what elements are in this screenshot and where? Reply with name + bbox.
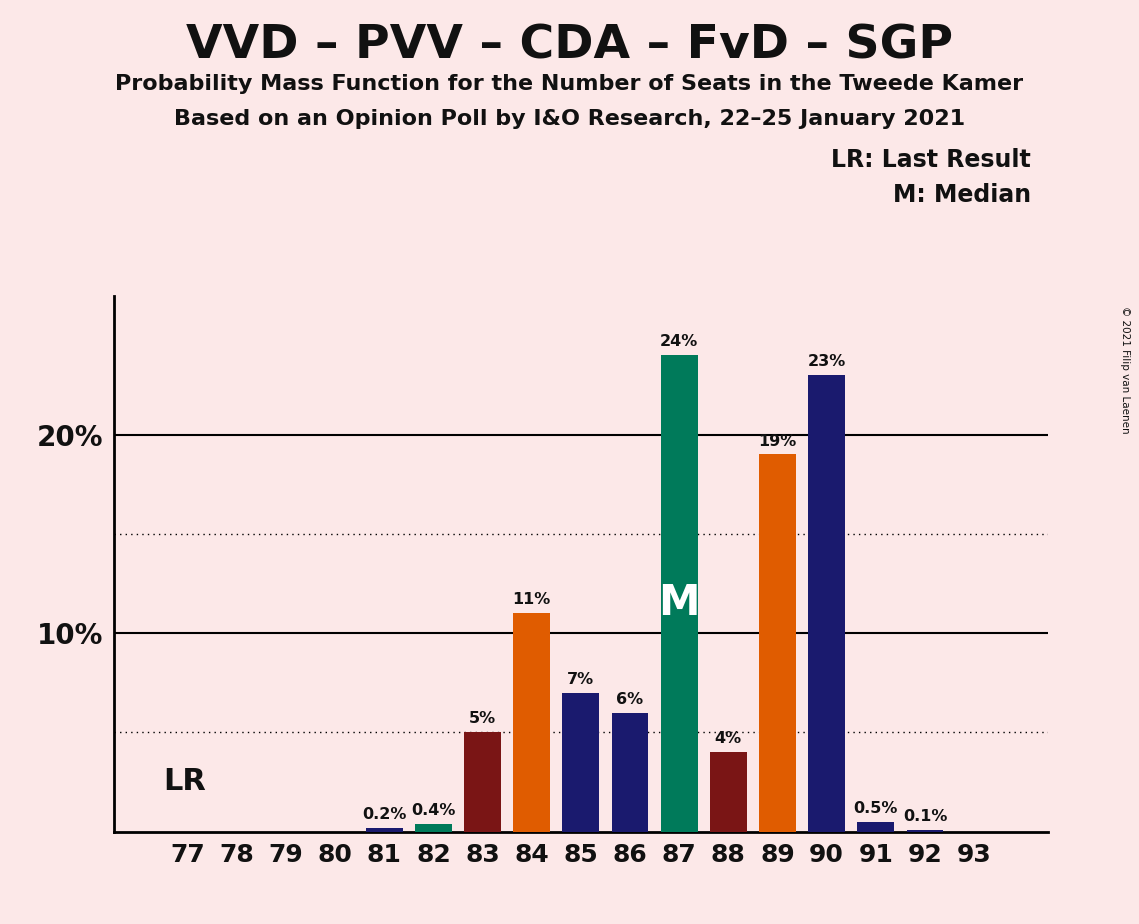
Text: VVD – PVV – CDA – FvD – SGP: VVD – PVV – CDA – FvD – SGP xyxy=(186,23,953,68)
Bar xyxy=(415,823,452,832)
Bar xyxy=(907,830,943,832)
Text: LR: Last Result: LR: Last Result xyxy=(831,148,1031,172)
Text: LR: LR xyxy=(163,767,206,796)
Text: 11%: 11% xyxy=(513,592,551,607)
Text: 0.1%: 0.1% xyxy=(903,808,948,823)
Text: 24%: 24% xyxy=(661,334,698,349)
Text: 0.4%: 0.4% xyxy=(411,803,456,818)
Text: M: M xyxy=(658,582,700,624)
Text: 5%: 5% xyxy=(469,711,497,726)
Text: Based on an Opinion Poll by I&O Research, 22–25 January 2021: Based on an Opinion Poll by I&O Research… xyxy=(174,109,965,129)
Bar xyxy=(809,375,845,832)
Text: 0.2%: 0.2% xyxy=(362,807,407,821)
Bar xyxy=(858,821,894,832)
Bar xyxy=(612,712,648,832)
Bar xyxy=(366,828,403,832)
Text: 4%: 4% xyxy=(715,731,741,747)
Bar xyxy=(563,693,599,832)
Bar xyxy=(514,614,550,832)
Bar xyxy=(710,752,747,832)
Text: © 2021 Filip van Laenen: © 2021 Filip van Laenen xyxy=(1120,306,1130,433)
Text: 19%: 19% xyxy=(759,433,796,448)
Bar xyxy=(661,355,697,832)
Text: 7%: 7% xyxy=(567,672,595,687)
Text: Probability Mass Function for the Number of Seats in the Tweede Kamer: Probability Mass Function for the Number… xyxy=(115,74,1024,94)
Bar xyxy=(464,733,501,832)
Text: 6%: 6% xyxy=(616,691,644,707)
Text: 23%: 23% xyxy=(808,354,846,369)
Bar xyxy=(759,455,796,832)
Text: 0.5%: 0.5% xyxy=(853,801,898,816)
Text: M: Median: M: Median xyxy=(893,183,1031,207)
